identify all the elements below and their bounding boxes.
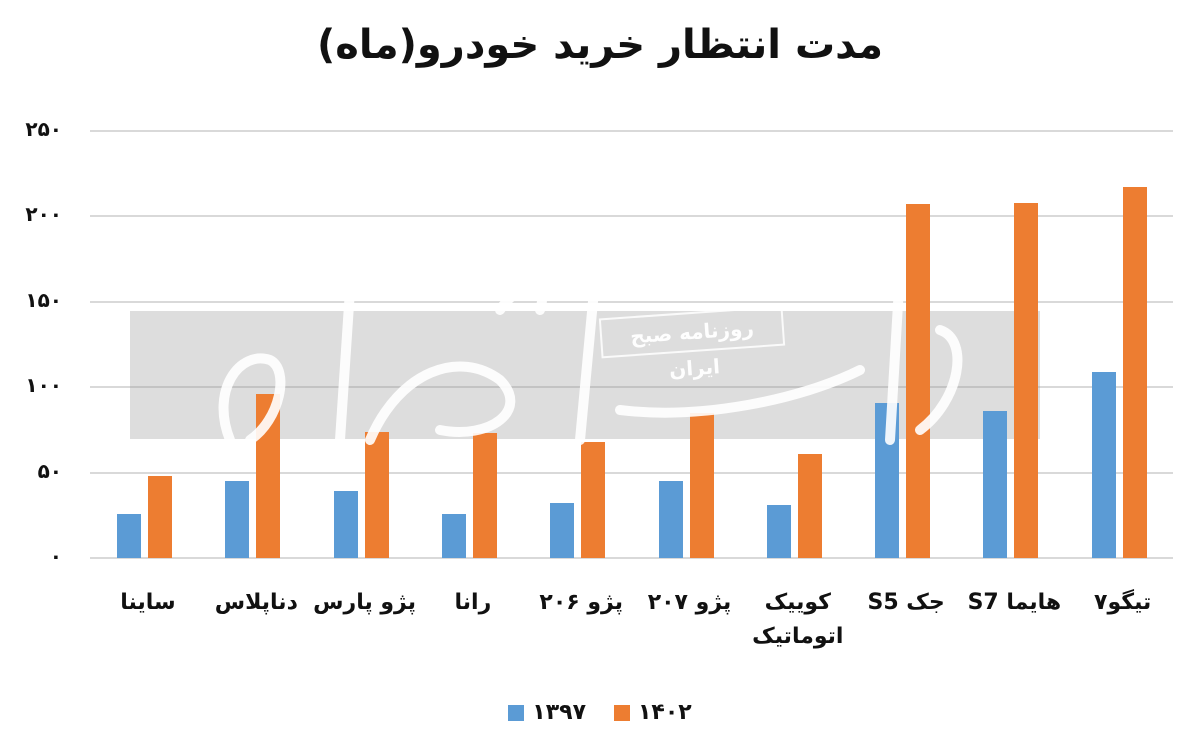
bar-1402 [1122, 187, 1147, 558]
x-tick-label: جک S5 [867, 590, 945, 615]
x-tick-label: پژو ۲۰۷ [647, 590, 732, 615]
bar-1397 [333, 491, 358, 558]
bar-1402 [148, 476, 172, 558]
legend-item-1402: ۱۴۰۲ [614, 700, 692, 725]
legend-label: ۱۴۰۲ [638, 700, 692, 725]
bar-1402 [906, 204, 931, 558]
bar-1397 [983, 411, 1008, 558]
x-tick-label: تیگو۷ [1094, 590, 1152, 615]
bar-1402 [581, 441, 606, 558]
legend-swatch-orange [614, 704, 630, 721]
legend: ۱۳۹۷ ۱۴۰۲ [0, 700, 1200, 725]
bar-1402 [256, 394, 281, 558]
x-tick-label: رانا [454, 590, 492, 615]
bar-1397 [1091, 371, 1116, 558]
x-tick-label: ساینا [120, 590, 176, 615]
x-tick-label: پژو پارس [313, 590, 416, 615]
bar-1397 [766, 505, 791, 558]
x-tick-label: کوییک اتوماتیک [752, 590, 844, 649]
legend-label: ۱۳۹۷ [532, 700, 586, 725]
bar-1397 [225, 481, 250, 558]
bar-1402 [1014, 202, 1039, 558]
y-tick-label: ۲۵۰ [25, 117, 62, 141]
legend-item-1397: ۱۳۹۷ [508, 700, 586, 725]
bar-1397 [658, 481, 683, 558]
bar-1397 [550, 503, 575, 558]
gridline [90, 130, 1173, 132]
x-tick-label: پژو ۲۰۶ [539, 590, 623, 615]
legend-swatch-blue [508, 704, 525, 721]
y-tick-label: ۵۰ [37, 458, 62, 483]
bar-1402 [472, 433, 497, 558]
bar-1402 [364, 431, 389, 558]
bar-1397 [117, 513, 141, 558]
y-tick-label: ۲۰۰ [25, 202, 62, 227]
bar-1397 [875, 402, 900, 558]
y-tick-label: ۱۰۰ [25, 373, 62, 398]
x-tick-label: دناپلاس [214, 590, 298, 615]
bar-1397 [441, 513, 466, 558]
gridline [90, 471, 1173, 474]
gridline [90, 557, 1173, 559]
bar-1402 [797, 453, 822, 558]
gridline [90, 300, 1173, 303]
bar-1402 [689, 412, 714, 558]
y-tick-label: ۰ [49, 544, 62, 568]
y-tick-label: ۱۵۰ [25, 287, 62, 312]
x-tick-label: هایما S7 [967, 590, 1062, 615]
gridline [90, 215, 1173, 218]
chart-title: مدت انتظار خرید خودرو(ماه) [316, 22, 884, 68]
